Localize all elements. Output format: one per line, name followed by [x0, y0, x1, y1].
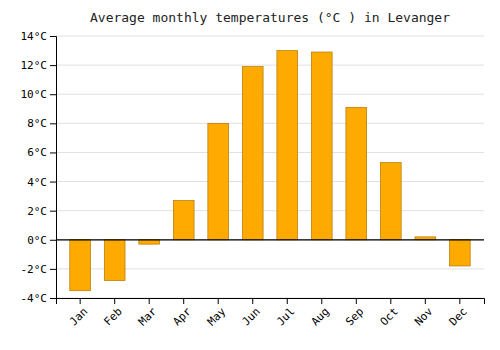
x-tick: Oct [378, 298, 401, 328]
y-tick: 0°C [27, 234, 56, 247]
y-tick-mark [50, 94, 56, 95]
y-tick: 10°C [21, 88, 57, 101]
x-tick-mark [252, 298, 253, 304]
y-tick: 4°C [27, 176, 56, 189]
bars [56, 51, 484, 291]
y-tick-mark [50, 36, 56, 37]
y-tick-label: 0°C [27, 234, 47, 247]
x-tick-label: Oct [378, 305, 401, 328]
y-tick: 2°C [27, 205, 56, 218]
bar [277, 51, 298, 240]
zero-line [56, 239, 484, 240]
y-tick: -4°C [21, 292, 57, 305]
x-tick-label: Apr [171, 305, 195, 329]
y-tick-mark [50, 269, 56, 270]
bar [70, 240, 91, 291]
grid-line [56, 65, 484, 66]
x-tick: Jun [240, 298, 263, 328]
y-tick: 8°C [27, 117, 56, 130]
x-tick-label: May [205, 305, 229, 329]
grid-line [56, 210, 484, 211]
axis-line [50, 37, 57, 299]
y-tick-label: 8°C [27, 117, 47, 130]
x-tick-label: Feb [101, 305, 124, 328]
y-tick-label: -2°C [21, 263, 48, 276]
x-tick: Feb [101, 298, 124, 328]
axis-line [57, 299, 485, 305]
x-tick-mark [321, 298, 322, 304]
y-tick-label: 2°C [27, 205, 47, 218]
x-tick-label: Jun [240, 305, 263, 328]
x-tick-mark [390, 298, 391, 304]
y-tick-label: 6°C [27, 146, 47, 159]
grid [56, 36, 484, 298]
x-tick: Jul [274, 298, 297, 328]
x-tick-label: Nov [412, 305, 436, 329]
chart: Average monthly temperatures (°C ) in Le… [0, 0, 500, 350]
y-tick: -2°C [21, 263, 57, 276]
x-tick-mark [356, 298, 357, 304]
x-tick: May [205, 298, 229, 328]
x-tick-mark [114, 298, 115, 304]
y-tick-mark [50, 65, 56, 66]
x-tick: Jan [67, 298, 90, 328]
x-tick-mark [218, 298, 219, 304]
y-tick-label: 14°C [21, 30, 48, 43]
grid-line [56, 123, 484, 124]
y-tick: 12°C [21, 59, 57, 72]
y-tick-label: 10°C [21, 88, 48, 101]
bar [139, 240, 160, 244]
x-tick-mark [80, 298, 81, 304]
x-tick: Aug [309, 298, 332, 328]
title: Average monthly temperatures (°C ) in Le… [90, 10, 450, 25]
bar [173, 200, 194, 239]
x-tick: Apr [171, 298, 195, 328]
bar [449, 240, 470, 266]
y-tick-mark [50, 152, 56, 153]
y-tick-label: -4°C [21, 292, 48, 305]
bar [104, 240, 125, 281]
y-tick-label: 4°C [27, 176, 47, 189]
plot: -4°C -2°C 0°C 2°C 4°C 6°C 8°C 10°C 12°C 14°C Jan Fe… [21, 30, 485, 328]
y-tick: 14°C [21, 30, 57, 43]
x-tick-mark [425, 298, 426, 304]
x-tick-label: Sep [343, 305, 366, 328]
x-tick-label: Dec [447, 305, 470, 328]
y-tick-mark [50, 211, 56, 212]
x-tick-mark [459, 298, 460, 304]
grid-line [56, 36, 484, 37]
grid-line [56, 181, 484, 182]
x-tick-label: Aug [309, 305, 332, 328]
y-tick-mark [50, 298, 56, 299]
grid-line [56, 239, 484, 240]
x-tick-label: Jan [67, 305, 90, 328]
x-tick-mark [287, 298, 288, 304]
bar [208, 123, 229, 239]
x-tick: Mar [136, 298, 160, 328]
x-tick: Nov [412, 298, 436, 328]
y-tick-mark [50, 240, 56, 241]
y-tick-mark [50, 182, 56, 183]
x-tick: Sep [343, 298, 366, 328]
x-tick-label: Jul [274, 305, 297, 328]
bar [242, 67, 263, 240]
x-tick-mark [149, 298, 150, 304]
y-tick: 6°C [27, 146, 56, 159]
bar [311, 52, 332, 240]
x-tick-mark [183, 298, 184, 304]
bar [380, 163, 401, 240]
bar [346, 107, 367, 239]
grid-line [56, 94, 484, 95]
grid-line [56, 152, 484, 153]
y-tick-mark [50, 123, 56, 124]
x-tick-label: Mar [136, 305, 160, 329]
x-tick: Dec [447, 298, 470, 328]
y-axis: -4°C -2°C 0°C 2°C 4°C 6°C 8°C 10°C 12°C 14°C [21, 30, 57, 305]
y-tick-label: 12°C [21, 59, 48, 72]
x-axis: Jan Feb Mar Apr May Jun Jul Aug Sep Oct Nov Dec [57, 298, 485, 328]
